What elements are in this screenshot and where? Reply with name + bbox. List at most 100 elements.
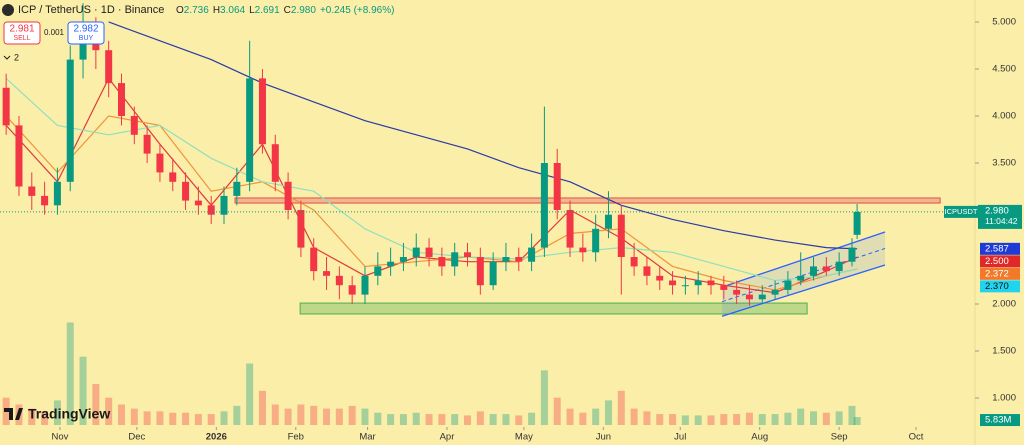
candle-body xyxy=(207,205,215,215)
l-value: 2.691 xyxy=(255,5,280,16)
x-tick-label: Nov xyxy=(52,432,69,443)
moving-average xyxy=(108,21,858,250)
volume-bar xyxy=(797,408,805,425)
volume-bar xyxy=(758,414,766,425)
collapse-chevron[interactable] xyxy=(3,55,11,60)
candle-body xyxy=(669,280,677,286)
change: +0.245 (+8.96%) xyxy=(320,5,395,16)
volume-bar xyxy=(105,397,113,425)
y-tick-label: 5.000 xyxy=(992,17,1016,28)
candle-body xyxy=(592,228,600,253)
h-label: H xyxy=(213,5,220,16)
candle-body xyxy=(853,211,861,235)
o-label: O xyxy=(176,5,184,16)
candle-body xyxy=(323,271,331,276)
volume-bar xyxy=(79,356,87,425)
ma-label-box xyxy=(980,255,1020,268)
x-tick-label: Feb xyxy=(288,432,304,443)
x-tick-label: Jun xyxy=(596,432,611,443)
candle-body xyxy=(66,59,74,182)
volume-bar xyxy=(720,414,728,425)
y-tick-label: 1.000 xyxy=(992,393,1016,404)
candle-body xyxy=(797,275,805,281)
x-tick-label: Dec xyxy=(128,432,145,443)
candle-body xyxy=(156,153,164,173)
symbol-tag-text: ICPUSDT xyxy=(945,207,978,216)
sell-price[interactable]: 2.981 xyxy=(9,24,34,35)
buy-label[interactable]: BUY xyxy=(79,35,94,42)
x-tick-label: Mar xyxy=(359,432,375,443)
volume-tag xyxy=(980,414,1020,427)
chart-title: ICP / TetherUS · 1D · Binance xyxy=(18,4,164,16)
volume-bar xyxy=(207,414,215,425)
ma-label: 2.587 xyxy=(985,243,1009,254)
sell-box[interactable] xyxy=(3,21,41,45)
candle-body xyxy=(53,181,61,206)
candle-body xyxy=(233,181,241,196)
volume-bar xyxy=(399,414,407,425)
ma-label-box xyxy=(980,267,1020,280)
volume-bar xyxy=(258,390,266,425)
plot-area xyxy=(0,3,975,425)
y-tick-label: 3.500 xyxy=(992,158,1016,169)
buy-price[interactable]: 2.982 xyxy=(73,24,98,35)
volume-bar xyxy=(348,405,356,425)
sell-button[interactable]: 2.981 SELL xyxy=(3,21,41,45)
price-tag xyxy=(978,204,1022,229)
volume-bar xyxy=(53,400,61,425)
candle-body xyxy=(361,275,369,295)
logo-icon xyxy=(4,408,23,420)
sell-label[interactable]: SELL xyxy=(13,35,30,42)
indicator-count[interactable]: 2 xyxy=(14,52,19,62)
candle-body xyxy=(399,257,407,262)
zone xyxy=(234,197,941,204)
volume-bar xyxy=(784,412,792,425)
volume-bar xyxy=(592,408,600,425)
volume-bar xyxy=(579,412,587,425)
candle-body xyxy=(515,257,523,262)
candle-body xyxy=(130,116,138,135)
candle-body xyxy=(643,266,651,276)
volume-bar xyxy=(335,408,343,425)
volume-bar xyxy=(169,412,177,425)
volume-bar xyxy=(361,408,369,425)
candle-body xyxy=(425,247,433,258)
volume-bar xyxy=(643,411,651,425)
volume-bar xyxy=(220,411,228,425)
volume-bar xyxy=(464,415,472,425)
candle-body xyxy=(681,285,689,287)
volume-bar xyxy=(669,414,677,425)
candle-body xyxy=(745,294,753,300)
candle-body xyxy=(848,247,856,262)
volume-bar xyxy=(130,408,138,425)
ma-label: 2.500 xyxy=(985,256,1009,267)
candle-body xyxy=(707,280,715,286)
watermark-text: TradingView xyxy=(28,406,110,422)
candle-body xyxy=(169,172,177,182)
volume-bar xyxy=(630,408,638,425)
ma-label-box xyxy=(980,242,1020,255)
buy-button[interactable]: 2.982 BUY xyxy=(67,21,105,45)
candle-body xyxy=(271,144,279,182)
candle-body xyxy=(835,261,843,272)
x-tick-label: Aug xyxy=(751,432,768,443)
buy-box[interactable] xyxy=(67,21,105,45)
x-tick-label: 2026 xyxy=(206,432,227,443)
volume-bar xyxy=(297,404,305,425)
zone xyxy=(299,302,808,315)
volume-bar xyxy=(28,408,36,425)
candle-body xyxy=(771,289,779,295)
symbol-icon xyxy=(2,4,14,16)
watermark: TradingView xyxy=(4,406,110,422)
y-tick-label: 4.000 xyxy=(992,111,1016,122)
volume-bar xyxy=(853,417,861,425)
candle-body xyxy=(412,247,420,258)
candle-body xyxy=(553,163,561,211)
candle-body xyxy=(310,247,318,272)
volume-bar xyxy=(502,414,510,425)
volume-bar xyxy=(117,404,125,425)
candle-body xyxy=(451,252,459,267)
volume-bar xyxy=(387,414,395,425)
candle-body xyxy=(694,280,702,286)
